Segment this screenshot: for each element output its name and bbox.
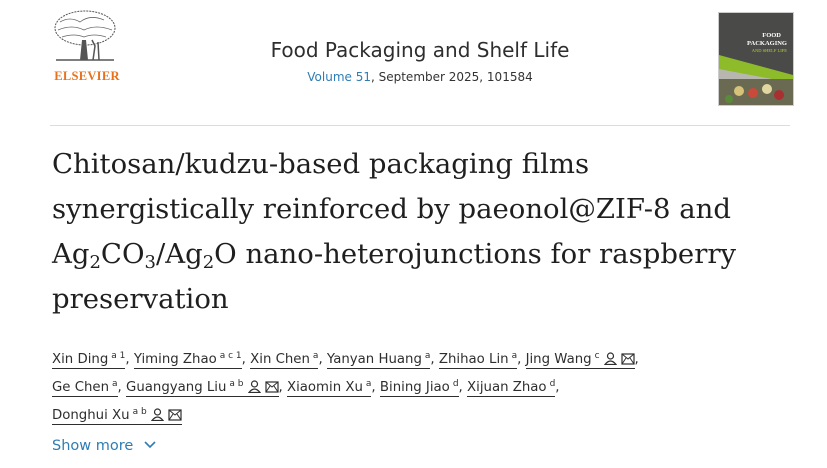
author-affiliation: a 1 [111,351,126,361]
email-icon [168,409,182,421]
author-name: Xin Ding [52,352,109,367]
cover-art: FOOD PACKAGING AND SHELF LIFE [719,13,793,105]
author-name: Ge Chen [52,380,110,395]
header-divider [50,125,790,126]
author-link[interactable]: Donghui Xu a b [52,407,182,425]
author-link[interactable]: Jing Wang c [525,351,635,369]
person-icon [150,408,164,421]
title-subscript: 3 [144,252,156,273]
author-affiliation: d [549,379,556,389]
issue-details: , September 2025, 101584 [370,70,533,84]
title-subscript: 2 [89,252,101,273]
author-affiliation: c [594,351,600,361]
author-link[interactable]: Xin Chen a [250,351,319,369]
author-link[interactable]: Bining Jiao d [379,379,459,397]
cover-title-1: FOOD [762,32,781,39]
journal-title[interactable]: Food Packaging and Shelf Life [270,38,570,62]
cover-title-2: PACKAGING [747,40,787,47]
author-affiliation: a b [132,407,147,417]
elsevier-logo[interactable]: ELSEVIER [52,10,122,84]
author-name: Donghui Xu [52,408,130,423]
author-name: Zhihao Lin [438,352,509,367]
author-name: Xin Chen [250,352,310,367]
person-icon [247,380,261,393]
journal-header: Food Packaging and Shelf Life Volume 51,… [180,38,660,84]
author-link[interactable]: Zhihao Lin a [438,351,518,369]
author-name: Xiaomin Xu [286,380,363,395]
author-link[interactable]: Ge Chen a [52,379,118,397]
journal-cover-image[interactable]: FOOD PACKAGING AND SHELF LIFE [718,12,794,106]
author-link[interactable]: Guangyang Liu a b [126,379,279,397]
email-icon [264,381,279,393]
volume-link[interactable]: Volume 51 [307,70,371,84]
author-list: Xin Ding a 1, Yiming Zhao a c 1, Xin Chen a… [52,351,639,425]
email-icon [620,353,635,365]
author-link[interactable]: Yanyan Huang a [326,351,431,369]
author-link[interactable]: Yiming Zhao a c 1 [133,351,242,369]
author-affiliation: a c 1 [219,351,242,361]
article-title: Chitosan/kudzu-based packaging films syn… [52,142,792,322]
author-affiliation: a [312,351,319,361]
author-name: Yanyan Huang [326,352,422,367]
author-name: Guangyang Liu [126,380,227,395]
author-affiliation: a [365,379,372,389]
author-name: Bining Jiao [379,380,450,395]
title-text: /Ag [155,238,203,270]
author-link[interactable]: Xiaomin Xu a [286,379,372,397]
person-icon [603,352,617,365]
author-affiliation: a [424,351,431,361]
author-link[interactable]: Xin Ding a 1 [52,351,126,369]
title-text: Chitosan/kudzu-based packaging films syn… [52,148,731,270]
author-name: Xijuan Zhao [467,380,547,395]
author-affiliation: d [452,379,459,389]
publisher-name: ELSEVIER [54,69,120,83]
issue-info: Volume 51, September 2025, 101584 [180,70,660,84]
show-more-button[interactable]: Show more [52,438,157,454]
title-text: O nano-heterojunctions for raspberry pre… [52,238,737,315]
show-more-label: Show more [52,438,134,454]
title-text: CO [100,238,145,270]
cover-title-3: AND SHELF LIFE [752,48,788,53]
elsevier-tree-icon [54,10,116,61]
author-affiliation: a b [229,379,244,389]
author-name: Yiming Zhao [133,352,217,367]
author-affiliation: a [112,379,118,389]
author-name: Jing Wang [525,352,592,367]
title-subscript: 2 [202,252,215,273]
author-affiliation: a [511,351,518,361]
author-link[interactable]: Xijuan Zhao d [467,379,556,397]
chevron-down-icon [144,441,156,449]
